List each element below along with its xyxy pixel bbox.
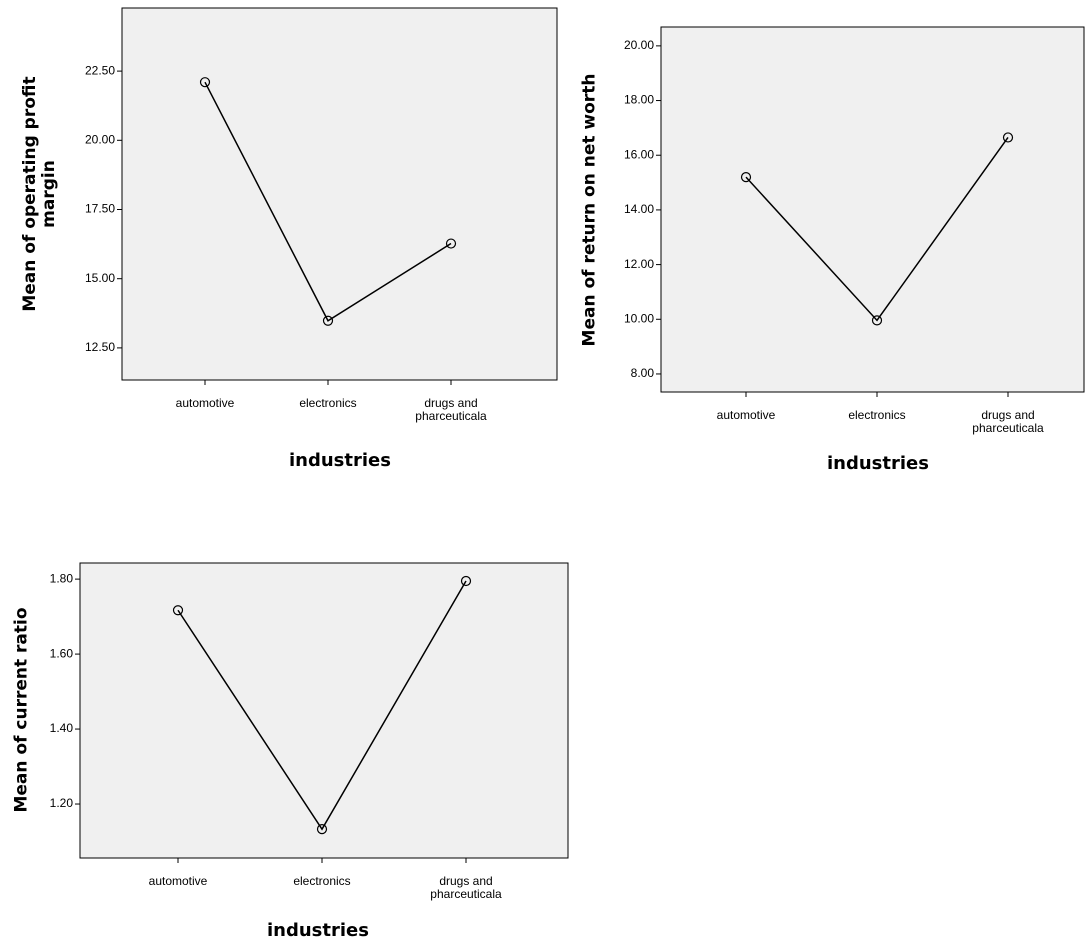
y-tick-label: 22.50 (85, 63, 115, 77)
x-axis-title: industries (168, 920, 468, 941)
y-tick-label: 8.00 (631, 366, 655, 380)
y-tick-label: 1.40 (50, 721, 74, 735)
x-tick-label: electronics (273, 397, 383, 410)
x-tick-label: electronics (822, 409, 932, 422)
x-axis-title: industries (728, 453, 1028, 474)
y-tick-label: 14.00 (624, 202, 654, 216)
y-tick-label: 12.50 (85, 340, 115, 354)
x-tick-label: automotive (691, 409, 801, 422)
plot-area (661, 27, 1084, 392)
y-axis-title: Mean of current ratio (13, 510, 32, 910)
x-tick-label: drugs and pharceuticala (396, 397, 506, 423)
x-tick-label: drugs and pharceuticala (953, 409, 1063, 435)
x-tick-label: automotive (150, 397, 260, 410)
y-tick-label: 20.00 (85, 132, 115, 146)
y-tick-label: 15.00 (85, 271, 115, 285)
y-axis-title: Mean of operating profit margin (21, 44, 59, 344)
plot-area (80, 563, 568, 858)
y-tick-label: 17.50 (85, 202, 115, 216)
x-tick-label: automotive (123, 875, 233, 888)
y-tick-label: 10.00 (624, 311, 654, 325)
plot-area (122, 8, 557, 380)
y-tick-label: 16.00 (624, 147, 654, 161)
page: {"chart_data": [ {"type": "line", "y_lab… (0, 0, 1085, 944)
x-tick-label: electronics (267, 875, 377, 888)
y-tick-label: 18.00 (624, 93, 654, 107)
y-tick-label: 1.20 (50, 796, 74, 810)
y-tick-label: 20.00 (624, 38, 654, 52)
y-tick-label: 1.80 (50, 571, 74, 585)
x-tick-label: drugs and pharceuticala (411, 875, 521, 901)
x-axis-title: industries (190, 450, 490, 471)
y-axis-title: Mean of return on net worth (581, 10, 600, 410)
y-tick-label: 1.60 (50, 646, 74, 660)
y-tick-label: 12.00 (624, 257, 654, 271)
